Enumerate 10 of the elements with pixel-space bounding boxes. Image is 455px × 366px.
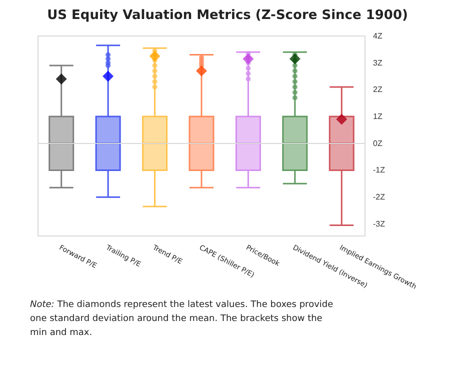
y-tick-label: 4Z	[373, 32, 382, 40]
y-tick-label: -3Z	[373, 219, 386, 228]
y-tick-label: -2Z	[373, 192, 386, 202]
y-tick-label: 2Z	[373, 85, 382, 94]
text: Note: The diamonds represent the latest values. The boxes provide one standard deviation around the mean. The brackets show the min and max.	[30, 299, 334, 340]
chart-title: US Equity Valuation Metrics (Z-Score Since 1900)	[47, 8, 408, 23]
y-tick-label: -1Z	[373, 166, 386, 175]
y-tick-label: 1Z	[373, 112, 382, 122]
y-tick-label: 0Z	[373, 138, 382, 148]
y-tick-label: 3Z	[373, 58, 382, 68]
